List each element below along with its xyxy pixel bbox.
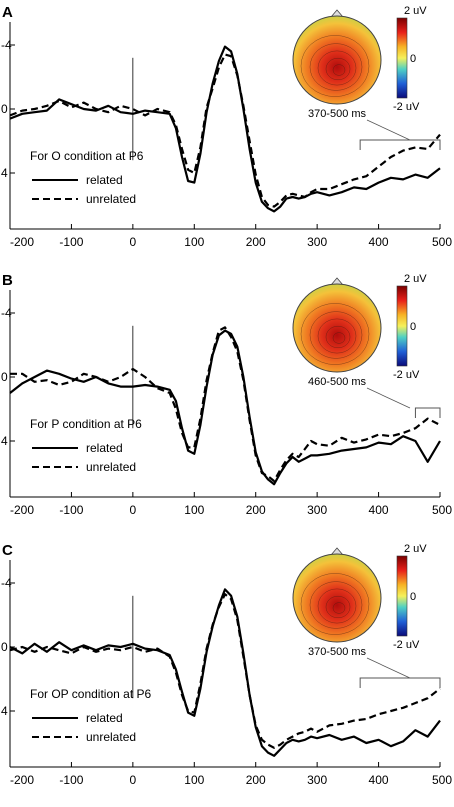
y-tick-label: 4 [1,704,8,718]
colorbar-mid-label: 0 [410,321,416,333]
topo-contour [317,50,357,86]
colorbar-mid-label: 0 [410,53,416,65]
topo-contour [300,35,370,97]
x-tick-label: 400 [369,773,389,787]
colorbar-min-label: -2 uV [393,369,420,381]
x-tick-label: 300 [307,773,327,787]
y-tick-label: 4 [1,166,8,180]
condition-label: For OP condition at P6 [30,687,152,701]
window-bracket [414,407,441,418]
topo-contour [332,332,346,344]
erp-panel-a: A -4 0 4 -200 -100 0 100 200 300 400 500 For O condi… [1,4,452,249]
window-connector [366,657,411,679]
series-line-unrelated [9,53,441,208]
panel-label: C [2,542,13,559]
topo-contour [309,43,363,91]
colorbar [396,555,408,637]
colorbar [396,17,408,99]
colorbar-min-label: -2 uV [393,639,420,651]
window-label: 370-500 ms [308,108,367,120]
x-tick-label: 200 [246,235,266,249]
topo-contour [317,318,357,354]
x-tick-label: 500 [432,235,452,249]
legend-label-related: related [86,441,123,455]
erp-panel-b: B -4 0 4 -200 -100 0 100 200 300 400 500 For P condi… [1,272,452,517]
topo-contour [309,311,363,359]
x-tick-label: -200 [10,503,34,517]
legend-label-related: related [86,173,123,187]
window-label: 370-500 ms [308,646,367,658]
window-bracket [359,139,441,150]
x-tick-label: -200 [10,773,34,787]
x-tick-label: 0 [130,503,137,517]
topo-contour [300,303,370,365]
topo-contour [332,64,346,76]
x-tick-label: 300 [307,503,327,517]
colorbar-max-label: 2 uV [404,543,427,555]
y-tick-label: 0 [1,370,8,384]
condition-label: For P condition at P6 [30,417,142,431]
x-tick-label: 100 [184,503,204,517]
head-nose [330,547,344,556]
colorbar-min-label: -2 uV [393,101,420,113]
y-tick-label: 4 [1,434,8,448]
window-bracket [359,677,441,688]
legend-label-related: related [86,711,123,725]
head-nose [330,277,344,286]
legend-label-unrelated: unrelated [86,192,136,206]
x-tick-label: 400 [369,235,389,249]
erp-panel-c: C -4 0 4 -200 -100 0 100 200 300 400 500 For OP cond… [1,542,452,787]
topo-contour [325,595,351,619]
x-tick-label: 200 [246,773,266,787]
head-topomap [292,283,382,373]
x-tick-label: -100 [59,503,83,517]
series-line-unrelated [9,593,441,749]
x-tick-label: 400 [369,503,389,517]
window-connector [366,119,411,141]
window-label: 460-500 ms [308,376,367,388]
topo-contour [325,57,351,81]
panel-label: A [2,4,13,21]
x-tick-label: 500 [432,503,452,517]
colorbar-mid-label: 0 [410,591,416,603]
x-tick-label: 200 [246,503,266,517]
y-tick-label: 0 [1,102,8,116]
x-tick-label: 300 [307,235,327,249]
colorbar-max-label: 2 uV [404,273,427,285]
head-nose [330,9,344,18]
topo-contour [300,573,370,635]
series-line-related [9,588,441,757]
x-tick-label: 0 [130,773,137,787]
y-tick-label: 0 [1,640,8,654]
x-tick-label: 0 [130,235,137,249]
x-tick-label: 500 [432,773,452,787]
y-tick-label: -4 [1,38,12,52]
series-line-related [9,329,441,486]
x-tick-label: 100 [184,235,204,249]
x-tick-label: 100 [184,773,204,787]
x-tick-label: -100 [59,235,83,249]
x-tick-label: -100 [59,773,83,787]
series-line-unrelated [10,326,441,483]
panel-label: B [2,272,13,289]
legend-label-unrelated: unrelated [86,460,136,474]
window-connector [366,387,411,409]
topo-contour [332,602,346,614]
legend-label-unrelated: unrelated [86,730,136,744]
topo-contour [317,588,357,624]
y-tick-label: -4 [1,576,12,590]
x-tick-label: -200 [10,235,34,249]
condition-label: For O condition at P6 [30,149,144,163]
y-tick-label: -4 [1,306,12,320]
colorbar [396,285,408,367]
topo-contour [309,581,363,629]
topo-contour [325,325,351,349]
head-topomap [292,553,382,643]
head-topomap [292,15,382,105]
colorbar-max-label: 2 uV [404,5,427,17]
